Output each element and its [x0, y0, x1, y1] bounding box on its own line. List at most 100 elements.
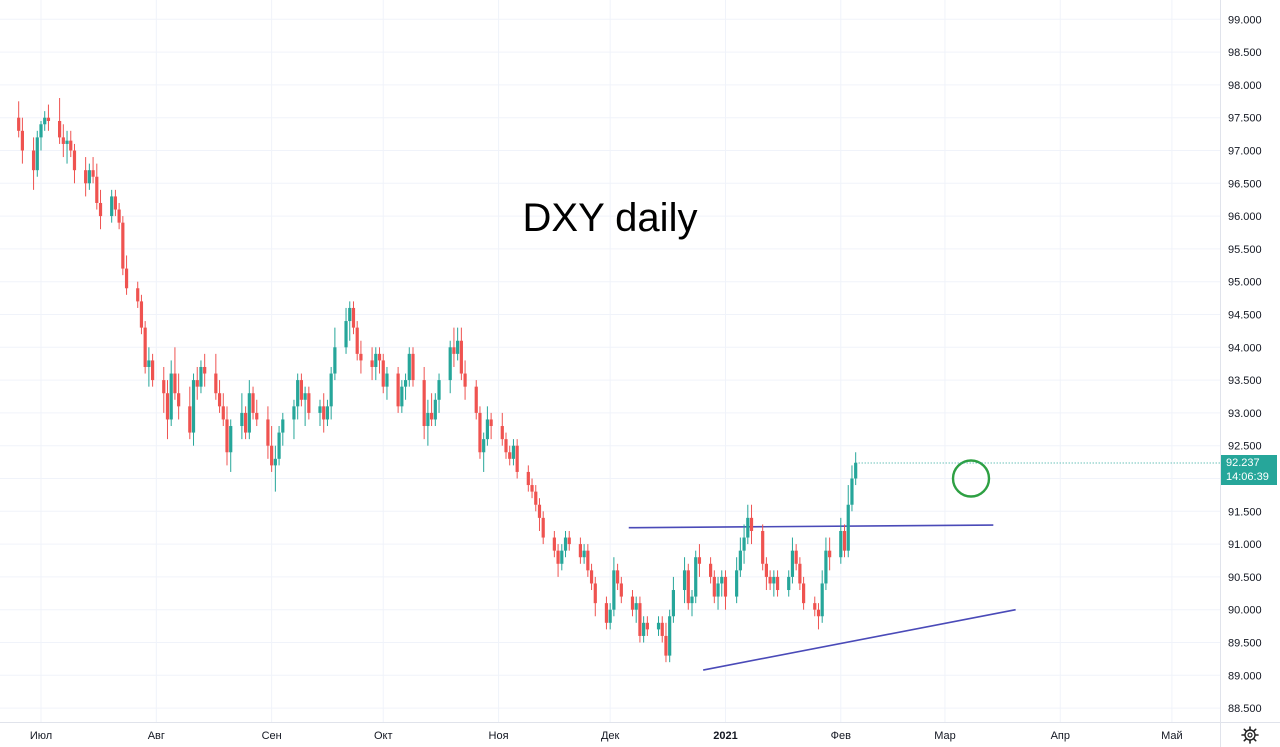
candle	[199, 360, 203, 394]
candle-body	[195, 380, 199, 387]
candle-body	[299, 380, 303, 400]
candle	[854, 452, 858, 486]
candle-body	[165, 393, 170, 420]
candle-body	[281, 419, 285, 433]
candle	[273, 445, 277, 492]
candle-body	[664, 635, 668, 656]
candle	[403, 373, 408, 400]
candle-body	[407, 353, 411, 381]
candle-body	[775, 576, 780, 591]
candle	[816, 603, 821, 630]
gear-icon[interactable]	[1241, 726, 1259, 744]
candle-body	[723, 576, 728, 597]
y-tick-label: 96.000	[1228, 211, 1262, 223]
candle-body	[124, 268, 129, 289]
candle	[177, 373, 181, 420]
candle	[746, 504, 750, 545]
candle-body	[240, 412, 244, 427]
candle	[660, 616, 664, 643]
candle-body	[526, 471, 530, 486]
candle	[43, 111, 47, 131]
candle	[225, 406, 229, 466]
candle-body	[437, 380, 441, 400]
candle	[165, 380, 170, 440]
candle-body	[828, 550, 832, 558]
candle-body	[303, 393, 307, 400]
candle	[508, 445, 512, 466]
candle	[630, 590, 635, 617]
candle-body	[199, 366, 203, 387]
candle-body	[151, 360, 155, 381]
candle-body	[586, 550, 590, 571]
candle-body	[612, 570, 616, 610]
candle-body	[668, 616, 672, 656]
candle	[121, 216, 125, 276]
candle-body	[604, 603, 609, 623]
y-tick-label: 95.000	[1228, 277, 1262, 289]
candle	[95, 163, 99, 210]
candle-body	[91, 170, 95, 177]
candle	[478, 406, 482, 459]
candle	[87, 163, 91, 190]
candle-body	[400, 386, 404, 407]
y-tick-label: 97.000	[1228, 146, 1262, 158]
candle	[307, 386, 311, 420]
candle	[173, 347, 177, 400]
candle-body	[344, 321, 348, 348]
candle	[370, 347, 374, 381]
candle	[61, 124, 65, 158]
candle	[333, 327, 337, 381]
candle-body	[136, 288, 140, 302]
trendline-resistance	[628, 524, 994, 529]
candle-body	[459, 340, 463, 374]
candle	[39, 120, 43, 151]
candle-body	[270, 445, 274, 466]
candle-body	[403, 380, 408, 387]
candle-body	[121, 222, 125, 269]
candle-body	[72, 150, 77, 171]
candle	[385, 366, 389, 400]
candle	[46, 104, 51, 131]
candle	[682, 557, 687, 604]
candle-body	[824, 550, 828, 584]
candle-body	[567, 537, 571, 545]
candle-body	[645, 622, 649, 630]
candle	[485, 406, 489, 446]
candle-body	[110, 196, 114, 217]
candle	[567, 530, 571, 551]
candle-body	[634, 603, 638, 610]
candle	[143, 321, 147, 374]
candle-body	[790, 550, 795, 577]
candle	[530, 478, 534, 499]
candle	[593, 576, 597, 617]
candle-body	[616, 570, 620, 584]
grid	[0, 0, 1220, 722]
candle-body	[217, 393, 222, 407]
last-price-value: 92.237	[1226, 457, 1260, 469]
candle-body	[329, 373, 333, 407]
candle	[738, 537, 742, 577]
candle-body	[854, 462, 858, 479]
candle	[322, 393, 326, 433]
candle	[563, 530, 568, 558]
candle-body	[292, 406, 296, 420]
candle-body	[39, 124, 43, 138]
candle-body	[46, 117, 51, 121]
candle	[147, 347, 151, 387]
candle-body	[582, 550, 586, 558]
candle	[299, 373, 303, 407]
candle	[113, 189, 117, 217]
candle	[541, 511, 545, 545]
candle	[348, 301, 352, 341]
candle	[534, 485, 538, 512]
y-tick-label: 90.500	[1228, 572, 1262, 584]
candle	[589, 563, 594, 591]
candle-body	[17, 117, 21, 131]
candle	[58, 98, 62, 144]
candle	[694, 550, 698, 604]
candle	[430, 393, 434, 427]
candle-body	[656, 622, 661, 630]
candle-body	[348, 307, 352, 322]
chart-title: DXY daily	[522, 196, 698, 240]
candle	[422, 366, 426, 440]
